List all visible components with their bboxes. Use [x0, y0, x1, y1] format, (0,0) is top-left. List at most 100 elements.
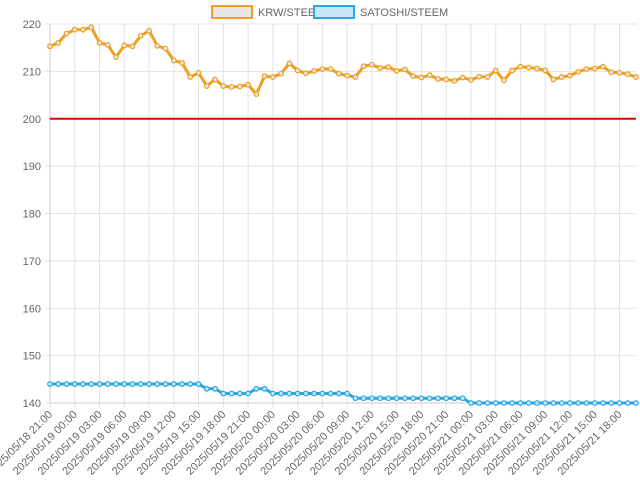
data-point-krw-steem[interactable]	[294, 67, 301, 74]
data-point-krw-steem[interactable]	[550, 76, 557, 83]
data-point-krw-steem[interactable]	[212, 76, 218, 83]
data-point-krw-steem[interactable]	[261, 73, 268, 80]
data-point-krw-steem[interactable]	[80, 26, 86, 33]
data-point-krw-steem[interactable]	[55, 40, 62, 46]
data-point-krw-steem[interactable]	[509, 67, 516, 74]
data-point-krw-steem[interactable]	[525, 64, 532, 71]
data-point-satoshi-steem[interactable]	[154, 381, 161, 387]
data-point-krw-steem[interactable]	[203, 83, 210, 89]
data-point-satoshi-steem[interactable]	[410, 395, 417, 402]
data-point-krw-steem[interactable]	[451, 77, 458, 84]
data-point-satoshi-steem[interactable]	[47, 381, 53, 387]
data-point-krw-steem[interactable]	[385, 64, 392, 71]
data-point-krw-steem[interactable]	[129, 43, 136, 50]
data-point-satoshi-steem[interactable]	[402, 395, 408, 402]
data-point-krw-steem[interactable]	[302, 70, 309, 77]
data-point-krw-steem[interactable]	[311, 67, 318, 74]
data-point-satoshi-steem[interactable]	[468, 400, 474, 406]
data-point-satoshi-steem[interactable]	[319, 390, 326, 397]
data-point-krw-steem[interactable]	[327, 66, 334, 72]
data-point-satoshi-steem[interactable]	[286, 390, 293, 397]
data-point-satoshi-steem[interactable]	[591, 400, 598, 406]
data-point-krw-steem[interactable]	[344, 72, 351, 79]
data-point-satoshi-steem[interactable]	[377, 395, 384, 402]
data-point-satoshi-steem[interactable]	[385, 395, 392, 402]
data-point-krw-steem[interactable]	[278, 70, 285, 77]
data-point-satoshi-steem[interactable]	[583, 400, 590, 406]
data-point-satoshi-steem[interactable]	[418, 395, 425, 402]
data-point-satoshi-steem[interactable]	[104, 381, 111, 387]
data-point-satoshi-steem[interactable]	[55, 381, 62, 387]
data-point-krw-steem[interactable]	[269, 74, 276, 80]
data-point-krw-steem[interactable]	[319, 66, 326, 72]
data-point-krw-steem[interactable]	[187, 74, 194, 80]
data-point-krw-steem[interactable]	[468, 76, 474, 83]
data-point-satoshi-steem[interactable]	[253, 385, 260, 392]
data-point-satoshi-steem[interactable]	[179, 381, 185, 387]
data-point-krw-steem[interactable]	[393, 67, 400, 74]
data-point-krw-steem[interactable]	[542, 67, 549, 74]
data-point-krw-steem[interactable]	[286, 60, 293, 67]
data-point-krw-steem[interactable]	[591, 65, 598, 72]
data-point-satoshi-steem[interactable]	[567, 400, 573, 406]
data-point-krw-steem[interactable]	[170, 57, 177, 64]
data-point-krw-steem[interactable]	[71, 26, 78, 33]
data-point-satoshi-steem[interactable]	[624, 400, 631, 406]
data-point-satoshi-steem[interactable]	[228, 390, 235, 397]
data-point-satoshi-steem[interactable]	[476, 400, 483, 406]
data-point-krw-steem[interactable]	[137, 32, 144, 39]
data-point-satoshi-steem[interactable]	[534, 400, 540, 406]
data-point-krw-steem[interactable]	[558, 74, 565, 80]
data-point-krw-steem[interactable]	[47, 43, 53, 50]
data-point-krw-steem[interactable]	[377, 65, 384, 71]
data-point-satoshi-steem[interactable]	[96, 381, 103, 387]
data-point-krw-steem[interactable]	[633, 74, 639, 80]
legend-item-krw-steem[interactable]: KRW/STEEM	[211, 5, 324, 19]
data-point-krw-steem[interactable]	[443, 76, 450, 83]
data-point-satoshi-steem[interactable]	[393, 395, 400, 402]
data-point-satoshi-steem[interactable]	[129, 381, 136, 387]
data-point-krw-steem[interactable]	[492, 67, 499, 74]
data-point-satoshi-steem[interactable]	[195, 381, 202, 387]
data-point-krw-steem[interactable]	[608, 69, 615, 76]
data-point-krw-steem[interactable]	[575, 68, 582, 75]
data-point-krw-steem[interactable]	[583, 66, 590, 72]
data-point-krw-steem[interactable]	[220, 83, 227, 89]
data-point-satoshi-steem[interactable]	[245, 390, 251, 397]
data-point-krw-steem[interactable]	[352, 74, 359, 80]
data-point-satoshi-steem[interactable]	[542, 400, 549, 406]
data-point-krw-steem[interactable]	[426, 72, 433, 79]
data-point-krw-steem[interactable]	[228, 84, 235, 90]
data-point-satoshi-steem[interactable]	[187, 381, 194, 387]
data-point-krw-steem[interactable]	[402, 66, 408, 73]
data-point-satoshi-steem[interactable]	[352, 395, 359, 402]
data-point-satoshi-steem[interactable]	[63, 381, 70, 387]
data-point-satoshi-steem[interactable]	[633, 400, 639, 406]
data-point-satoshi-steem[interactable]	[80, 381, 86, 387]
data-point-satoshi-steem[interactable]	[608, 400, 615, 406]
data-point-krw-steem[interactable]	[600, 63, 606, 70]
data-point-krw-steem[interactable]	[368, 61, 375, 68]
data-point-satoshi-steem[interactable]	[261, 385, 268, 392]
data-point-krw-steem[interactable]	[88, 24, 95, 31]
data-point-satoshi-steem[interactable]	[203, 385, 210, 392]
data-point-satoshi-steem[interactable]	[236, 390, 243, 397]
data-point-satoshi-steem[interactable]	[269, 390, 276, 397]
data-point-krw-steem[interactable]	[162, 45, 169, 52]
data-point-satoshi-steem[interactable]	[550, 400, 557, 406]
data-point-krw-steem[interactable]	[335, 70, 342, 77]
data-point-krw-steem[interactable]	[616, 69, 623, 76]
data-point-satoshi-steem[interactable]	[113, 381, 119, 387]
data-point-satoshi-steem[interactable]	[327, 390, 334, 397]
data-point-satoshi-steem[interactable]	[212, 385, 218, 392]
data-point-krw-steem[interactable]	[154, 42, 161, 49]
data-point-satoshi-steem[interactable]	[88, 381, 95, 387]
data-point-krw-steem[interactable]	[410, 73, 417, 80]
data-point-krw-steem[interactable]	[113, 54, 119, 61]
legend-item-satoshi-steem[interactable]: SATOSHI/STEEM	[313, 5, 448, 19]
data-point-satoshi-steem[interactable]	[484, 400, 491, 406]
data-point-satoshi-steem[interactable]	[121, 381, 128, 387]
data-point-krw-steem[interactable]	[121, 42, 128, 49]
data-point-krw-steem[interactable]	[179, 59, 185, 66]
data-point-satoshi-steem[interactable]	[360, 395, 367, 402]
